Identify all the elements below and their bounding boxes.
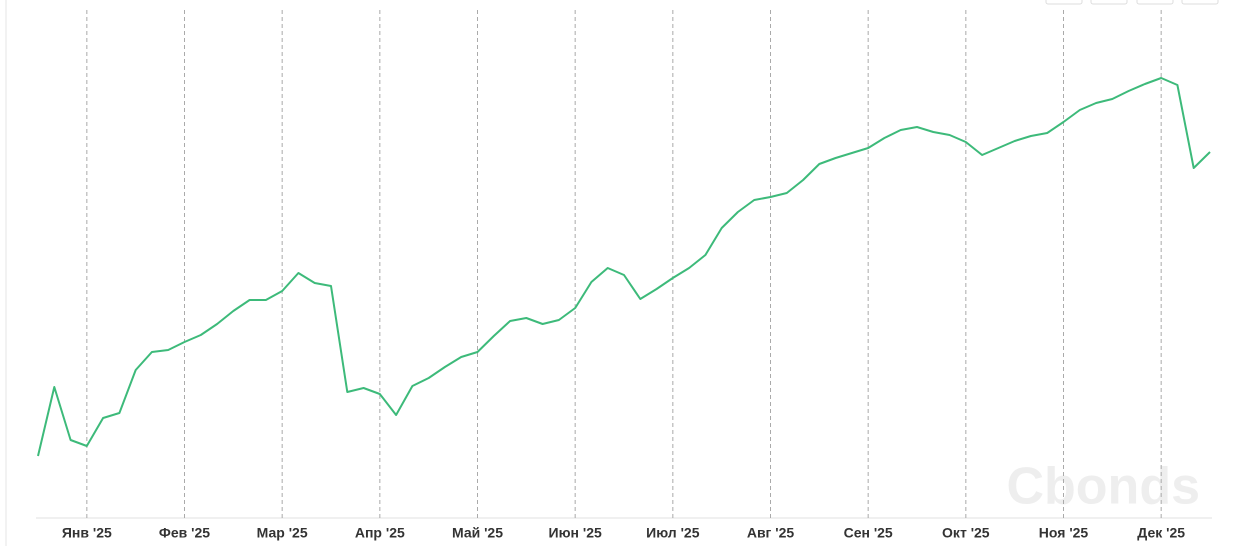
toolbar-button[interactable]	[1136, 0, 1174, 5]
x-tick-label: Дек '25	[1137, 525, 1185, 541]
x-tick-label: Сен '25	[844, 525, 893, 541]
toolbar-button[interactable]	[1045, 0, 1083, 5]
x-tick-label: Окт '25	[942, 525, 990, 541]
series-line	[37, 77, 1211, 457]
toolbar-button[interactable]	[1090, 0, 1128, 5]
x-tick-label: Июл '25	[646, 525, 700, 541]
x-tick-label: Фев '25	[159, 525, 210, 541]
x-tick-label: Июн '25	[549, 525, 602, 541]
x-tick-label: Апр '25	[355, 525, 405, 541]
x-tick-label: Май '25	[452, 525, 503, 541]
x-tick-label: Мар '25	[257, 525, 308, 541]
x-tick-label: Янв '25	[62, 525, 112, 541]
x-tick-label: Авг '25	[747, 525, 795, 541]
toolbar-button[interactable]	[1181, 0, 1219, 5]
x-tick-label: Ноя '25	[1039, 525, 1089, 541]
watermark: Cbonds	[1006, 458, 1200, 516]
